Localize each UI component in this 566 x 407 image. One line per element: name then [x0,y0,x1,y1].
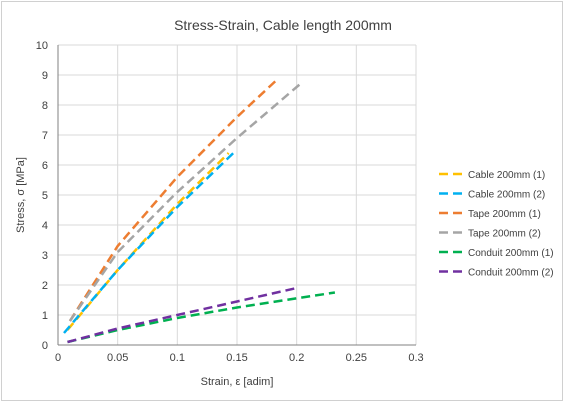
legend-label-conduit-200mm-1: Conduit 200mm (1) [468,248,554,259]
x-tick-label: 0.3 [408,352,423,364]
x-tick-label: 0.25 [346,352,367,364]
series-line-tape-200mm-1 [68,77,280,322]
legend-label-tape-200mm-2: Tape 200mm (2) [468,229,541,240]
y-tick-label: 9 [42,70,48,82]
y-axis-label: Stress, σ [MPa] [15,157,27,233]
legend-label-cable-200mm-1: Cable 200mm (1) [468,170,545,181]
legend-label-tape-200mm-1: Tape 200mm (1) [468,209,541,220]
y-tick-label: 10 [36,40,48,52]
chart-frame: Stress-Strain, Cable length 200mm 0 0.05 0… [1,1,563,401]
chart-title: Stress-Strain, Cable length 200mm [174,17,392,33]
series-line-conduit-200mm-2 [67,286,297,344]
series-line-conduit-200mm-1 [67,291,336,344]
y-tick-label: 8 [42,100,48,112]
x-tick-label: 0.05 [107,352,128,364]
y-tick-label: 6 [42,160,48,172]
series-line-cable-200mm-1 [66,152,230,331]
y-tick-label: 0 [42,340,48,352]
grid-lines [58,44,417,345]
x-tick-label: 0.2 [289,352,304,364]
y-tick-label: 4 [42,220,48,232]
y-tick-label: 7 [42,130,48,142]
x-axis-label: Strain, ε [adim] [201,376,274,388]
y-tick-label: 3 [42,250,48,262]
x-tick-label: 0.1 [170,352,185,364]
legend-label-cable-200mm-2: Cable 200mm (2) [468,190,545,201]
series-line-tape-200mm-2 [68,83,302,322]
y-tick-label: 1 [42,310,48,322]
y-tick-label: 5 [42,190,48,202]
series-lines [63,77,336,344]
stress-strain-chart: Stress-Strain, Cable length 200mm 0 0.05 0… [15,17,554,388]
x-tick-label: 0.15 [226,352,247,364]
series-line-cable-200mm-2 [63,152,235,334]
x-tick-label: 0 [55,352,61,364]
legend-label-conduit-200mm-2: Conduit 200mm (2) [468,268,554,279]
axes: 0 0.05 0.1 0.15 0.2 0.25 0.3 0 1 2 3 4 5 6 7 8 9 10 [36,40,424,364]
legend: Cable 200mm (1) Cable 200mm (2) Tape 200mm… [439,170,554,279]
y-tick-label: 2 [42,280,48,292]
